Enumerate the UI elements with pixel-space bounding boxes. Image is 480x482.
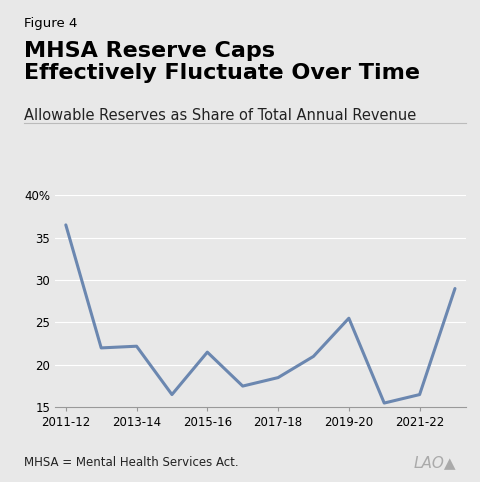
Text: Allowable Reserves as Share of Total Annual Revenue: Allowable Reserves as Share of Total Ann…: [24, 108, 416, 123]
Text: LAO▲: LAO▲: [413, 455, 456, 470]
Text: Figure 4: Figure 4: [24, 17, 77, 30]
Text: MHSA Reserve Caps
Effectively Fluctuate Over Time: MHSA Reserve Caps Effectively Fluctuate …: [24, 41, 420, 83]
Text: MHSA = Mental Health Services Act.: MHSA = Mental Health Services Act.: [24, 455, 239, 469]
